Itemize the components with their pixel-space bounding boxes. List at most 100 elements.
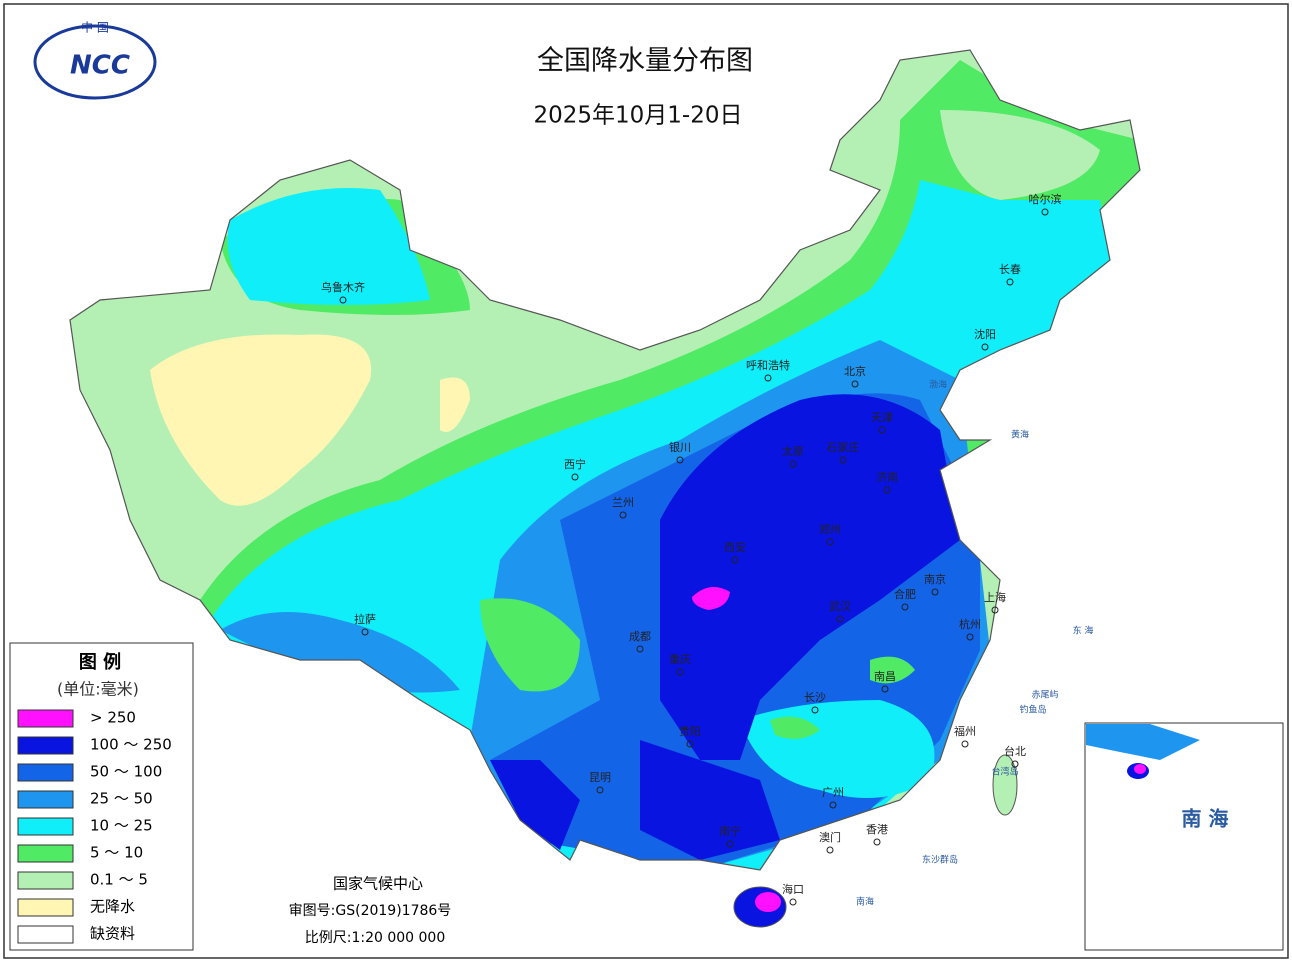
- inset-label: 南 海: [1182, 807, 1229, 831]
- legend-unit: (单位:毫米): [57, 680, 139, 699]
- city-label: 澳门: [819, 830, 841, 844]
- city-marker: [619, 511, 627, 519]
- city-marker: [731, 556, 739, 564]
- city-label: 呼和浩特: [746, 358, 790, 372]
- city-marker: [726, 840, 734, 848]
- legend-swatch: [17, 790, 74, 809]
- sea-label: 东沙群岛: [922, 854, 958, 866]
- city-marker: [1006, 278, 1014, 286]
- city-label: 香港: [866, 823, 888, 836]
- sea-label: 南海: [856, 896, 874, 908]
- footer-org: 国家气候中心: [333, 875, 423, 893]
- city-label: 上海: [984, 590, 1006, 604]
- city-marker: [829, 801, 837, 809]
- precip-region: [348, 563, 430, 617]
- city-label: 兰州: [612, 496, 634, 509]
- city-label: 西宁: [564, 457, 586, 471]
- legend-swatch: [17, 871, 74, 890]
- city-label: 拉萨: [354, 612, 376, 626]
- precip-region: [660, 394, 960, 760]
- precip-region: [227, 188, 430, 305]
- city-marker: [1011, 760, 1019, 768]
- city-marker: [901, 603, 909, 611]
- city-marker: [636, 645, 644, 653]
- precip-region: [440, 377, 470, 432]
- city-marker: [883, 486, 891, 494]
- city-marker: [826, 538, 834, 546]
- precip-region: [692, 587, 730, 610]
- city-marker: [686, 740, 694, 748]
- city-marker: [981, 343, 989, 351]
- city-marker: [789, 460, 797, 468]
- sea-label: 赤尾屿: [1031, 690, 1058, 701]
- precip-region: [490, 760, 580, 850]
- legend-swatch: [17, 925, 74, 944]
- legend-swatch: [17, 844, 74, 863]
- city-label: 广州: [822, 786, 844, 799]
- city-label: 杭州: [959, 617, 981, 631]
- islands: [733, 754, 1018, 928]
- legend-label: > 250: [90, 709, 136, 727]
- city-marker: [881, 685, 889, 693]
- legend-swatch: [17, 736, 74, 755]
- logo: 中 国 NCC: [33, 20, 157, 100]
- legend-title: 图 例: [79, 651, 121, 673]
- city-label: 北京: [844, 364, 866, 378]
- city-label: 南昌: [874, 670, 896, 683]
- city-marker: [839, 456, 847, 464]
- city-label: 太原: [782, 445, 804, 458]
- footer-approval: 审图号:GS(2019)1786号: [289, 903, 452, 919]
- city-label: 西安: [724, 540, 746, 554]
- city-marker: [339, 296, 347, 304]
- sea-label: 台湾岛: [991, 766, 1018, 778]
- title: 全国降水量分布图: [537, 46, 753, 77]
- city-label: 长沙: [804, 691, 826, 704]
- city-label: 昆明: [589, 771, 611, 784]
- city-marker: [571, 473, 579, 481]
- city-label: 济南: [876, 470, 898, 484]
- city-marker: [878, 426, 886, 434]
- city-label: 沈阳: [974, 327, 996, 341]
- sea-label: 渤海: [929, 379, 947, 391]
- legend-label: 0.1 ～ 5: [90, 871, 148, 889]
- city-label: 福州: [954, 724, 976, 738]
- city-label: 哈尔滨: [1029, 192, 1062, 206]
- sea-label: 钓鱼岛: [1019, 704, 1046, 716]
- taiwan: [992, 754, 1018, 816]
- country-outline: [69, 49, 1141, 871]
- legend-swatch: [17, 817, 74, 836]
- footer-scale: 比例尺:1:20 000 000: [305, 930, 446, 946]
- city-label: 重庆: [669, 652, 691, 666]
- city-label: 台北: [1004, 744, 1026, 758]
- logo-top: 中 国: [81, 20, 109, 35]
- city-label: 武汉: [829, 600, 851, 613]
- city-marker: [361, 628, 369, 636]
- city-marker: [826, 846, 834, 854]
- city-marker: [1041, 208, 1049, 216]
- precip-region: [640, 740, 780, 860]
- precip-region: [480, 598, 580, 692]
- city-label: 贵阳: [679, 725, 701, 738]
- city-label: 海口: [782, 882, 804, 896]
- city-marker: [789, 898, 797, 906]
- city-marker: [931, 588, 939, 596]
- city-label: 石家庄: [827, 440, 860, 454]
- city-label: 银川: [669, 440, 691, 454]
- legend-swatch: [17, 709, 74, 728]
- city-marker: [676, 456, 684, 464]
- precip-region: [940, 110, 1100, 200]
- legend: 图 例 (单位:毫米) > 250 100 ～ 250 50 ～ 100 25 ～ 5…: [9, 642, 194, 951]
- city-label: 天津: [871, 411, 893, 424]
- legend-label: 无降水: [90, 898, 135, 916]
- legend-label: 10 ～ 25: [90, 817, 153, 835]
- city-marker: [811, 706, 819, 714]
- city-marker: [873, 838, 881, 846]
- city-marker: [961, 740, 969, 748]
- legend-label: 5 ～ 10: [90, 844, 143, 862]
- inset-map: 南 海: [1084, 722, 1284, 951]
- precip-region: [220, 612, 460, 693]
- legend-swatch: [17, 898, 74, 917]
- city-marker: [851, 380, 859, 388]
- precip-region: [870, 656, 915, 684]
